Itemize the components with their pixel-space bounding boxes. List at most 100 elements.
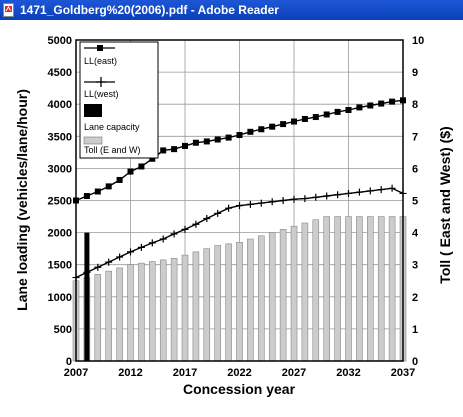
- window-titlebar[interactable]: 1471_Goldberg%20(2006).pdf - Adobe Reade…: [0, 0, 463, 20]
- toll-bar: [268, 232, 276, 362]
- y-right-tick-label: 10: [412, 35, 424, 47]
- legend-square-marker: [97, 45, 103, 51]
- legend-toll-swatch: [83, 136, 103, 145]
- y-left-tick-label: 2500: [48, 196, 72, 208]
- east-point: [323, 111, 330, 118]
- east-point: [127, 168, 134, 175]
- east-point: [247, 128, 254, 135]
- toll-bar: [105, 270, 112, 362]
- legend-label-capacity: Lane capacity: [84, 122, 140, 132]
- x-tick-labels: 2007 2012 2017 2022 2027 2032 2037: [64, 367, 415, 379]
- west-point: [159, 235, 167, 243]
- toll-bar: [356, 216, 363, 362]
- y-left-tick-label: 3000: [48, 163, 72, 175]
- west-point: [301, 195, 309, 203]
- east-point: [116, 176, 123, 183]
- plot-frame: [75, 39, 404, 362]
- toll-bar: [159, 259, 167, 362]
- toll-bar: [138, 262, 145, 362]
- y-right-tick-label: 7: [412, 131, 418, 143]
- east-point: [94, 188, 101, 195]
- east-point: [345, 106, 352, 113]
- east-point: [269, 123, 276, 130]
- east-point: [258, 126, 265, 133]
- east-point: [280, 121, 287, 128]
- toll-bar: [181, 254, 189, 362]
- legend-label-east: LL(east): [84, 56, 117, 66]
- east-point: [389, 98, 396, 105]
- east-point: [301, 115, 308, 122]
- legend-plus-marker: [96, 77, 106, 87]
- toll-bar: [290, 225, 298, 362]
- x-tick-label: 2007: [64, 367, 88, 379]
- y-right-tick-labels: 0 1 2 3 4 5 6 7 8 9 10: [412, 35, 424, 368]
- x-tick-label: 2012: [118, 367, 142, 379]
- toll-bar: [94, 274, 102, 362]
- west-point: [225, 204, 233, 212]
- legend-capacity-swatch: [84, 104, 102, 117]
- toll-bar: [149, 261, 156, 362]
- y-left-tick-label: 3500: [48, 131, 72, 143]
- west-point: [246, 200, 254, 208]
- toll-bar: [334, 216, 341, 362]
- east-point: [214, 136, 221, 143]
- east-point: [356, 104, 363, 111]
- west-point: [366, 187, 374, 195]
- y-right-tick-label: 0: [412, 356, 418, 368]
- west-point: [181, 225, 189, 233]
- west-point: [148, 239, 156, 247]
- y-left-tick-labels: 0 500 1000 1500 2000 2500 3000 3500 4000 4500 5000: [48, 35, 72, 368]
- west-point: [214, 209, 222, 217]
- west-point: [127, 248, 134, 256]
- y-left-axis-label: Lane loading (vehicles/lane/hour): [14, 89, 30, 311]
- east-point: [192, 139, 199, 146]
- x-tick-label: 2032: [336, 367, 360, 379]
- west-point: [377, 186, 385, 194]
- east-point: [105, 183, 112, 190]
- toll-bar: [170, 258, 178, 362]
- y-left-tick-label: 5000: [48, 35, 72, 47]
- toll-bar: [377, 216, 385, 362]
- west-point: [290, 195, 298, 203]
- east-point: [149, 155, 156, 162]
- x-tick-label: 2017: [173, 367, 197, 379]
- y-right-tick-label: 3: [412, 260, 418, 272]
- toll-bar: [279, 229, 287, 362]
- y-left-tick-label: 0: [66, 356, 72, 368]
- capacity-bar: [84, 232, 90, 361]
- y-right-tick-label: 2: [412, 292, 418, 304]
- legend: LL(east) LL(west) Lane capacity Toll (E …: [79, 41, 159, 159]
- y-left-tick-label: 4000: [48, 99, 72, 111]
- series-markers: [72, 97, 407, 282]
- east-point: [171, 146, 178, 153]
- y-right-tick-label: 4: [412, 228, 419, 240]
- legend-label-west: LL(west): [84, 89, 119, 99]
- east-point: [182, 142, 188, 149]
- west-point: [236, 202, 243, 210]
- west-point: [83, 268, 91, 276]
- y-right-tick-label: 5: [412, 196, 418, 208]
- west-point: [355, 188, 363, 196]
- east-point: [203, 138, 210, 145]
- x-tick-label: 2037: [391, 367, 415, 379]
- west-point: [334, 191, 342, 199]
- y-right-tick-label: 9: [412, 67, 418, 79]
- toll-bar: [301, 222, 309, 362]
- east-point: [225, 134, 232, 141]
- y-left-tick-label: 4500: [48, 67, 72, 79]
- window-title: 1471_Goldberg%20(2006).pdf - Adobe Reade…: [20, 3, 279, 17]
- document-page[interactable]: 2007 2012 2017 2022 2027 2032 2037 0 500 1000 150…: [0, 20, 463, 412]
- chart: 2007 2012 2017 2022 2027 2032 2037 05001000150…: [14, 35, 453, 397]
- west-point: [388, 184, 396, 192]
- toll-bar: [247, 238, 254, 362]
- toll-bar: [258, 235, 265, 362]
- east-point: [160, 147, 167, 154]
- toll-bar: [323, 216, 330, 362]
- y-right-tick-label: 6: [412, 163, 418, 175]
- y-left-tick-label: 1000: [48, 292, 72, 304]
- toll-bar: [312, 219, 320, 362]
- toll-bar: [236, 241, 243, 362]
- west-point: [279, 197, 287, 204]
- y-left-tick-label: 2000: [48, 228, 72, 240]
- x-axis-label: Concession year: [183, 381, 296, 397]
